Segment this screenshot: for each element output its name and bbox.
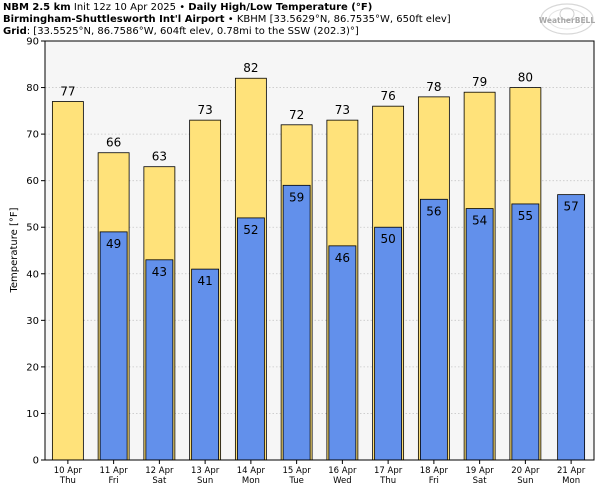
- low-value-label: 59: [289, 190, 304, 204]
- header-line-2: Birmingham-Shuttlesworth Int'l Airport •…: [3, 14, 451, 26]
- x-tick-date: 19 Apr: [466, 466, 495, 476]
- y-tick-label: 90: [26, 37, 39, 48]
- low-bar: [465, 208, 494, 461]
- low-bar: [328, 245, 357, 461]
- plot-frame: [44, 40, 595, 461]
- x-tick-date: 13 Apr: [191, 466, 220, 476]
- logo-text: WeatherBELL: [539, 16, 595, 25]
- y-tick-label: 80: [26, 83, 39, 94]
- station-name: Birmingham-Shuttlesworth Int'l Airport: [3, 14, 225, 25]
- high-value-label: 66: [106, 136, 121, 150]
- x-tick-day: Sat: [152, 476, 167, 485]
- low-value-label: 43: [152, 265, 167, 279]
- x-tick-day: Tue: [288, 476, 304, 485]
- high-value-label: 73: [335, 103, 350, 117]
- station-detail: KBHM [33.5629°N, 86.7535°W, 650ft elev]: [236, 14, 451, 25]
- header-separator: :: [26, 26, 34, 37]
- high-value-label: 73: [197, 103, 212, 117]
- low-value-label: 55: [518, 209, 533, 223]
- y-axis-label: Temperature [°F]: [9, 207, 20, 293]
- y-axis: 0 10 20 30 40 50 60 70 80 90: [26, 37, 45, 467]
- low-bar: [374, 226, 403, 461]
- low-bar: [511, 203, 540, 461]
- y-tick-label: 30: [26, 316, 39, 327]
- x-tick-day: Mon: [242, 476, 260, 485]
- y-tick-label: 20: [26, 362, 39, 373]
- x-tick-day: Thu: [379, 476, 396, 485]
- y-tick-label: 60: [26, 176, 39, 187]
- grid-lines: [45, 87, 594, 414]
- header-line-3: Grid: [33.5525°N, 86.7586°W, 604ft elev,…: [3, 26, 359, 38]
- x-tick-date: 17 Apr: [374, 466, 403, 476]
- y-tick-label: 10: [26, 409, 39, 420]
- high-value-label: 77: [60, 85, 75, 99]
- y-tick-label: 40: [26, 269, 39, 280]
- init-time: Init 12z 10 Apr 2025: [70, 2, 177, 13]
- x-tick-day: Sun: [197, 476, 213, 485]
- header-separator: •: [176, 2, 189, 13]
- header-separator: •: [224, 14, 237, 25]
- x-tick-day: Fri: [429, 476, 439, 485]
- x-tick-day: Thu: [59, 476, 76, 485]
- header-line-1: NBM 2.5 km Init 12z 10 Apr 2025 • Daily …: [3, 2, 372, 14]
- x-tick-date: 20 Apr: [511, 466, 540, 476]
- x-tick-day: Sun: [517, 476, 533, 485]
- high-value-label: 72: [289, 108, 304, 122]
- weatherbell-logo: WeatherBELL: [539, 3, 595, 35]
- x-tick-date: 10 Apr: [54, 466, 83, 476]
- low-value-label: 52: [243, 223, 258, 237]
- y-tick-label: 70: [26, 130, 39, 141]
- low-value-label: 56: [426, 204, 441, 218]
- y-tick-label: 50: [26, 223, 39, 234]
- high-value-label: 76: [380, 89, 395, 103]
- grid-label: Grid: [3, 26, 27, 37]
- low-value-label: 49: [106, 237, 121, 251]
- x-tick-day: Wed: [333, 476, 352, 485]
- plot-area: [45, 41, 594, 460]
- x-tick-date: 21 Apr: [557, 466, 586, 476]
- low-bar: [236, 217, 265, 461]
- bar-value-labels: 77 66 49 63 43 73 41 82 52 72 59 73 46 76 50 78 56 79 54 80…: [60, 61, 579, 288]
- x-tick-day: Sat: [473, 476, 488, 485]
- x-tick-date: 16 Apr: [328, 466, 357, 476]
- low-value-label: 46: [335, 251, 350, 265]
- low-bar: [282, 184, 311, 461]
- x-tick-date: 11 Apr: [100, 466, 129, 476]
- high-value-label: 63: [152, 150, 167, 164]
- high-value-label: 78: [426, 80, 441, 94]
- high-value-label: 82: [243, 61, 258, 75]
- low-bar: [419, 198, 448, 461]
- low-bar: [145, 259, 174, 461]
- x-tick-date: 18 Apr: [420, 466, 449, 476]
- low-bar: [191, 268, 220, 461]
- x-tick-date: 14 Apr: [237, 466, 266, 476]
- high-bar: [51, 101, 84, 461]
- y-tick-label: 0: [33, 456, 39, 467]
- grid-detail: [33.5525°N, 86.7586°W, 604ft elev, 0.78m…: [33, 26, 359, 37]
- low-bar: [99, 231, 128, 461]
- high-value-label: 80: [518, 71, 533, 85]
- high-value-label: 79: [472, 75, 487, 89]
- low-bar: [557, 194, 586, 461]
- x-tick-day: Mon: [562, 476, 580, 485]
- low-value-label: 41: [197, 274, 212, 288]
- x-tick-date: 12 Apr: [145, 466, 174, 476]
- x-tick-date: 15 Apr: [283, 466, 312, 476]
- bars: [51, 77, 586, 461]
- low-value-label: 57: [563, 200, 578, 214]
- product-title: Daily High/Low Temperature (°F): [188, 2, 373, 13]
- low-value-label: 54: [472, 214, 487, 228]
- model-name: NBM 2.5 km: [3, 2, 71, 13]
- x-tick-day: Fri: [109, 476, 119, 485]
- low-value-label: 50: [380, 232, 395, 246]
- logo-mark-icon: [540, 3, 594, 35]
